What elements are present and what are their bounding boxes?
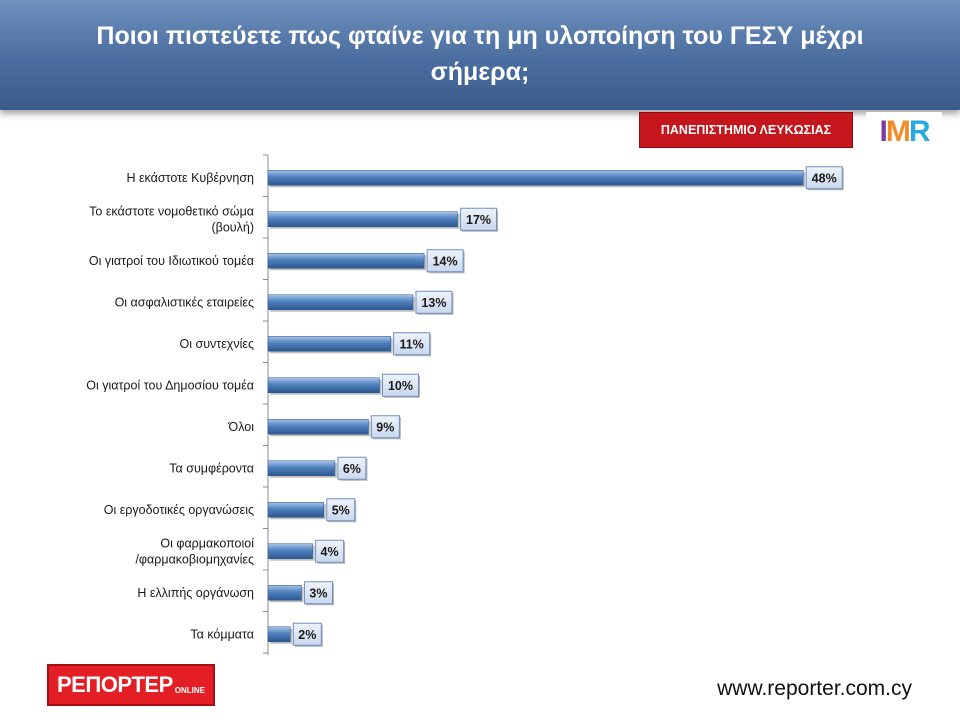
data-label: 9% <box>376 420 394 434</box>
bar <box>267 502 324 518</box>
horizontal-bar-chart: 48% Η εκάστοτε Κυβέρνηση 17% Το εκάστοτε νο… <box>86 154 844 655</box>
data-label: 11% <box>399 337 423 351</box>
data-label-box <box>460 207 498 231</box>
title-line-1: Ποιοι πιστεύετε πως φταίνε για τη μη υλο… <box>96 22 864 50</box>
category-label: Οι συντεχνίες <box>180 337 254 351</box>
category-label: Η ελλιπής οργάνωση <box>137 586 254 600</box>
data-label: 3% <box>309 586 327 600</box>
page-title: Ποιοι πιστεύετε πως φταίνε για τη μη υλο… <box>60 18 900 90</box>
category-label-line: Τα κόμματα <box>190 627 254 641</box>
data-label-box <box>370 415 400 439</box>
category-label-line: (βουλή) <box>211 220 254 234</box>
data-label-box <box>415 290 453 314</box>
data-label-box <box>337 456 367 480</box>
university-badge: ΠΑΝΕΠΙΣΤΗΜΙΟ ΛΕΥΚΩΣΙΑΣ <box>639 112 853 148</box>
bar <box>267 419 369 435</box>
data-label: 14% <box>433 254 458 268</box>
data-label-box <box>326 498 356 522</box>
category-label: Οι γιατροί του Ιδιωτικού τομέα <box>89 254 254 268</box>
category-label-line: Οι φαρμακοποιοί <box>160 536 254 550</box>
data-label: 4% <box>321 545 339 559</box>
category-label: Οι εργοδοτικές οργανώσεις <box>104 503 254 517</box>
bar <box>267 294 414 310</box>
category-label-line: Οι ασφαλιστικές εταιρείες <box>115 295 254 309</box>
data-label: 5% <box>332 503 350 517</box>
category-label-line: Τα συμφέροντα <box>169 461 254 475</box>
category-label: Όλοι <box>228 420 255 434</box>
imr-logo-text: IMR <box>879 115 930 148</box>
reporter-logo-text: ΡΕΠΟΡΤΕΡ <box>56 672 173 697</box>
data-label: 17% <box>466 213 491 227</box>
data-label: 6% <box>343 462 361 476</box>
category-label: Η εκάστοτε Κυβέρνηση <box>126 171 254 185</box>
data-label-box <box>382 373 419 397</box>
category-label: Οι φαρμακοποιοί/φαρμακοβιομηχανίες <box>135 536 254 566</box>
category-label-line: Οι γιατροί του Ιδιωτικού τομέα <box>89 254 254 268</box>
bar <box>267 336 391 352</box>
category-label-line: Οι εργοδοτικές οργανώσεις <box>104 503 254 517</box>
bar <box>267 460 336 476</box>
data-label: 2% <box>298 628 316 642</box>
category-label-line: Οι συντεχνίες <box>180 337 254 351</box>
data-label-box <box>303 581 333 605</box>
data-label-box <box>393 332 431 356</box>
category-label-line: Η ελλιπής οργάνωση <box>137 586 254 600</box>
bar <box>267 585 302 601</box>
category-label: Οι ασφαλιστικές εταιρείες <box>115 295 254 309</box>
bar <box>267 211 458 227</box>
category-label: Τα συμφέροντα <box>169 461 254 475</box>
data-label-box <box>805 166 843 190</box>
title-banner: Ποιοι πιστεύετε πως φταίνε για τη μη υλο… <box>0 0 960 110</box>
category-label-line: Η εκάστοτε Κυβέρνηση <box>126 171 254 185</box>
category-label-line: Οι γιατροί του Δημοσίου τομέα <box>86 378 254 392</box>
category-label: Τα κόμματα <box>190 627 254 641</box>
bar <box>267 253 425 269</box>
category-label: Το εκάστοτε νομοθετικό σώμα (βουλή) <box>89 204 254 234</box>
data-label: 48% <box>812 171 837 185</box>
reporter-online-logo: ΡΕΠΟΡΤΕΡ ONLINE <box>47 664 215 706</box>
data-label: 13% <box>421 296 446 310</box>
category-label-line: Όλοι <box>228 420 255 434</box>
data-label: 10% <box>388 379 413 393</box>
bar <box>267 377 380 393</box>
data-label-box <box>426 249 464 273</box>
bar <box>267 626 291 642</box>
bar <box>267 543 313 559</box>
data-label-box <box>315 539 345 563</box>
bar <box>267 170 804 186</box>
imr-logo: IMR <box>866 112 942 148</box>
category-label-line: Το εκάστοτε νομοθετικό σώμα <box>89 204 254 218</box>
category-label-line: /φαρμακοβιομηχανίες <box>135 552 254 566</box>
title-line-2: σήμερα; <box>430 58 530 86</box>
category-label: Οι γιατροί του Δημοσίου τομέα <box>86 378 254 392</box>
data-label-box <box>292 622 322 646</box>
website-url: www.reporter.com.cy <box>717 677 912 700</box>
reporter-logo-subtext: ONLINE <box>174 686 206 695</box>
